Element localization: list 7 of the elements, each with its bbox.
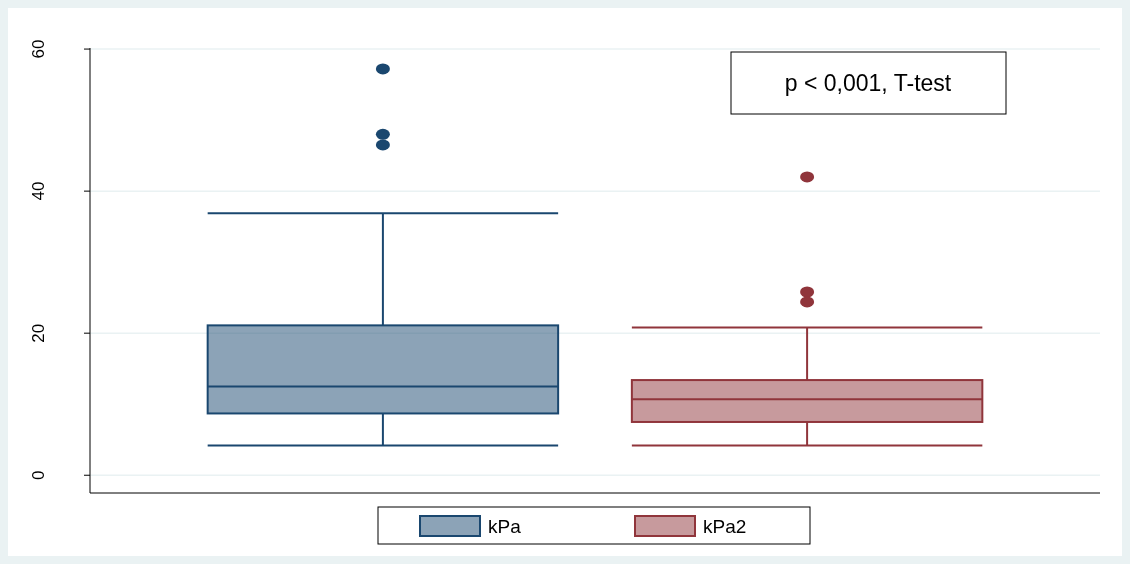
- y-tick-label: 0: [28, 470, 48, 480]
- annotation: p < 0,001, T-test: [784, 70, 952, 96]
- legend-label: kPa2: [703, 515, 747, 537]
- y-tick-label: 60: [28, 39, 48, 59]
- y-tick-label: 40: [28, 181, 48, 201]
- y-tick-label: 20: [28, 323, 48, 343]
- legend-label: kPa: [488, 515, 522, 537]
